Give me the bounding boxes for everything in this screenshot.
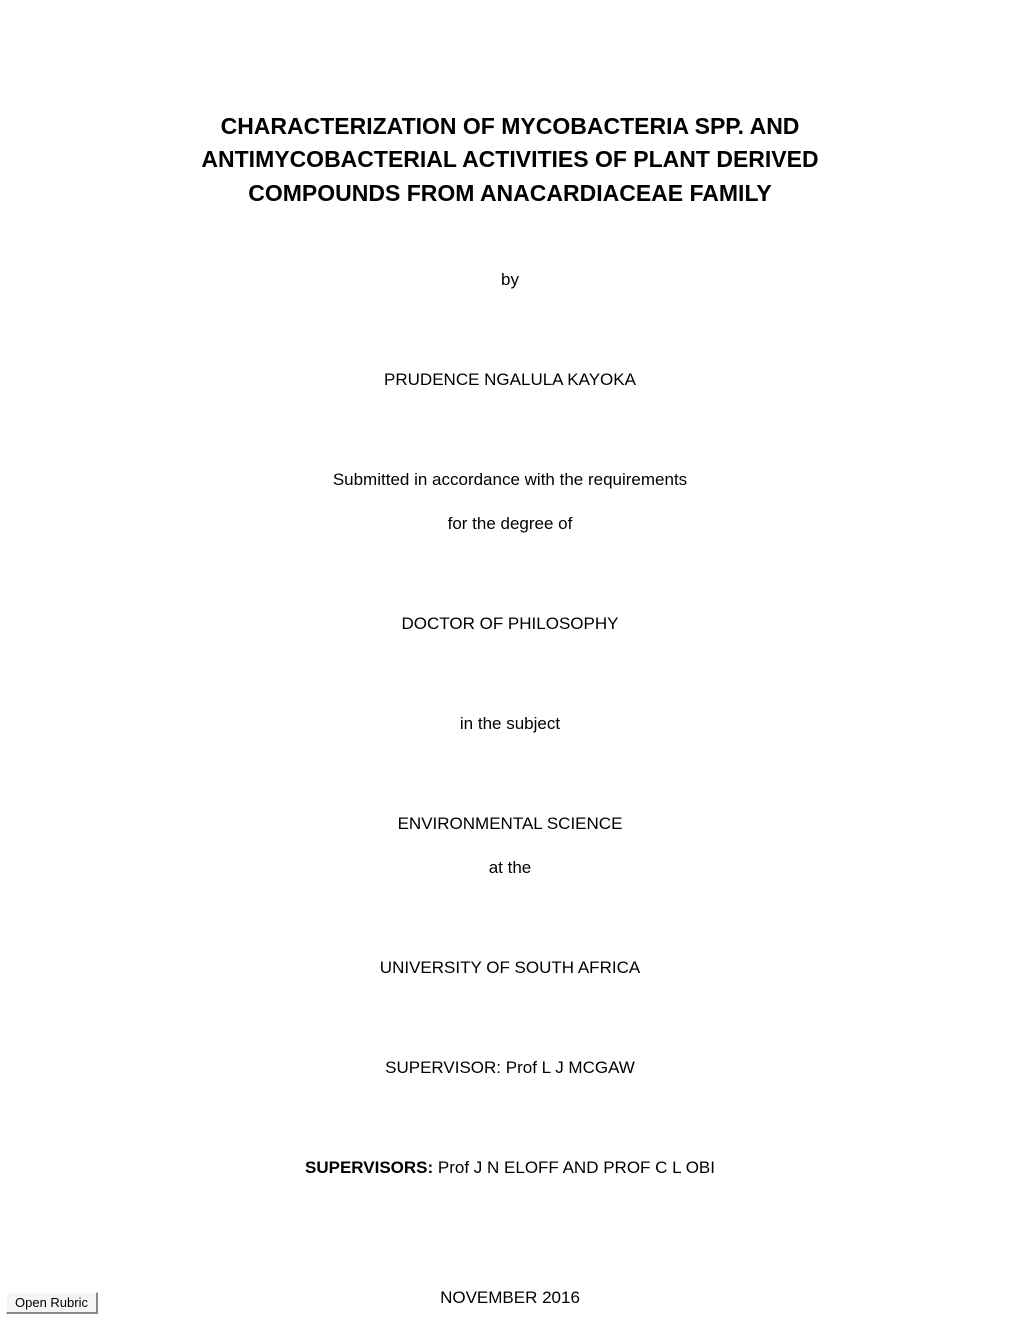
thesis-title: CHARACTERIZATION OF MYCOBACTERIA SPP. AN… xyxy=(155,110,865,210)
thesis-date: NOVEMBER 2016 xyxy=(440,1288,580,1308)
for-degree-line: for the degree of xyxy=(448,514,573,534)
at-the-label: at the xyxy=(489,858,532,878)
submitted-line: Submitted in accordance with the require… xyxy=(333,470,687,490)
in-subject-label: in the subject xyxy=(460,714,560,734)
subject-name: ENVIRONMENTAL SCIENCE xyxy=(398,814,623,834)
supervisors-names: Prof J N ELOFF AND PROF C L OBI xyxy=(433,1158,715,1177)
supervisor-line: SUPERVISOR: Prof L J MCGAW xyxy=(385,1058,635,1078)
title-page: CHARACTERIZATION OF MYCOBACTERIA SPP. AN… xyxy=(0,0,1020,1320)
university-name: UNIVERSITY OF SOUTH AFRICA xyxy=(380,958,640,978)
open-rubric-button[interactable]: Open Rubric xyxy=(6,1292,98,1314)
degree-name: DOCTOR OF PHILOSOPHY xyxy=(402,614,619,634)
supervisors-line: SUPERVISORS: Prof J N ELOFF AND PROF C L… xyxy=(305,1158,715,1178)
author-name: PRUDENCE NGALULA KAYOKA xyxy=(384,370,636,390)
by-label: by xyxy=(501,270,519,290)
supervisors-label: SUPERVISORS: xyxy=(305,1158,433,1177)
